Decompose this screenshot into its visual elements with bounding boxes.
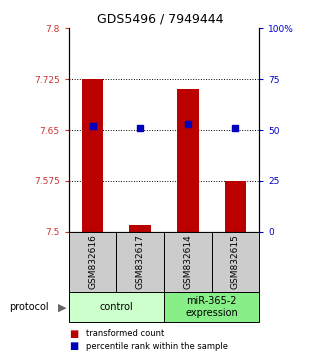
Text: percentile rank within the sample: percentile rank within the sample bbox=[86, 342, 228, 351]
Text: ▶: ▶ bbox=[58, 302, 67, 312]
Text: GDS5496 / 7949444: GDS5496 / 7949444 bbox=[97, 12, 223, 25]
Point bbox=[233, 125, 238, 131]
Text: GSM832617: GSM832617 bbox=[136, 234, 145, 290]
Text: GSM832614: GSM832614 bbox=[183, 235, 192, 289]
Text: control: control bbox=[100, 302, 133, 312]
Bar bbox=[69, 232, 116, 292]
Text: protocol: protocol bbox=[10, 302, 49, 312]
Point bbox=[185, 121, 190, 127]
Bar bbox=[177, 89, 198, 232]
Bar bbox=[212, 232, 259, 292]
Bar bbox=[69, 292, 164, 322]
Bar bbox=[116, 232, 164, 292]
Bar bbox=[164, 232, 212, 292]
Text: transformed count: transformed count bbox=[86, 329, 165, 338]
Text: ■: ■ bbox=[69, 329, 78, 339]
Text: GSM832615: GSM832615 bbox=[231, 234, 240, 290]
Text: miR-365-2
expression: miR-365-2 expression bbox=[185, 296, 238, 318]
Text: ■: ■ bbox=[69, 341, 78, 351]
Point bbox=[90, 123, 95, 129]
Bar bbox=[164, 292, 259, 322]
Bar bbox=[82, 79, 103, 232]
Bar bbox=[130, 225, 151, 232]
Bar bbox=[225, 181, 246, 232]
Text: GSM832616: GSM832616 bbox=[88, 234, 97, 290]
Point bbox=[138, 125, 143, 131]
